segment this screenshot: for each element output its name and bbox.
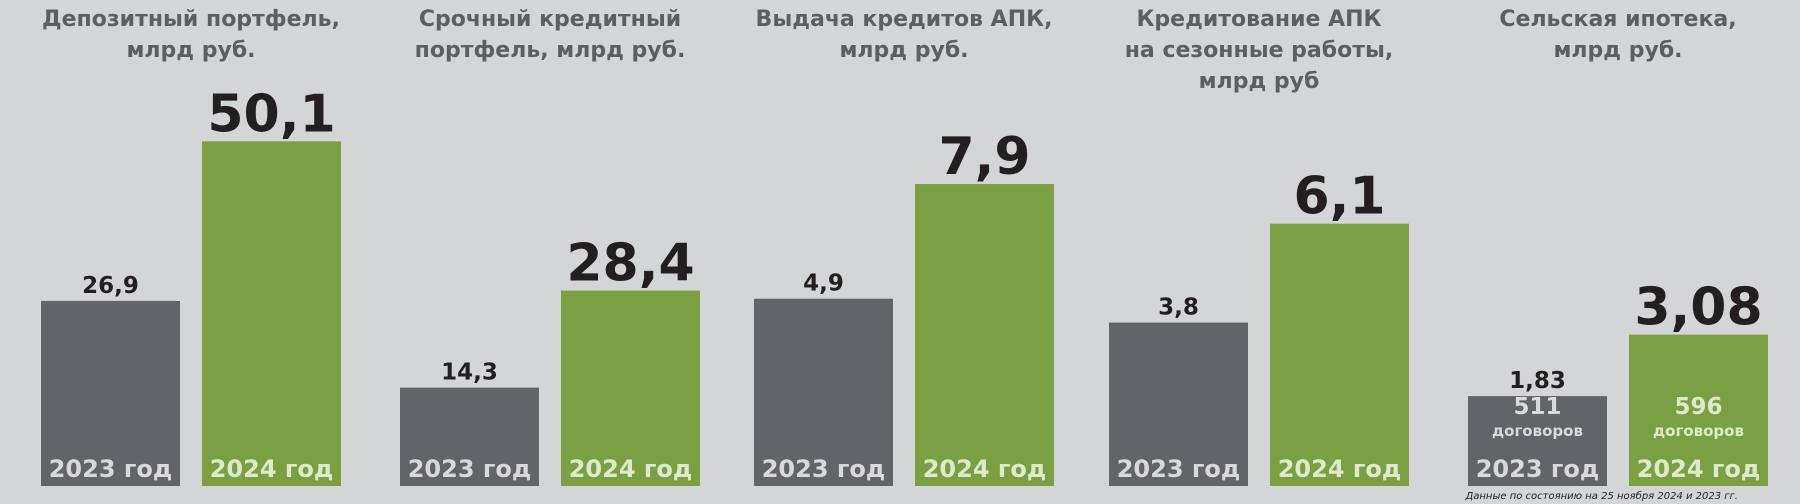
- value-label: 50,1: [207, 84, 335, 144]
- value-label: 3,8: [1158, 295, 1199, 321]
- bar: [202, 141, 341, 486]
- category-label: 2024 год: [923, 455, 1047, 483]
- chart-title: на сезонные работы,: [1125, 38, 1394, 63]
- value-label: 26,9: [82, 273, 139, 299]
- category-label: 2023 год: [408, 455, 532, 483]
- bar-note: договоров: [1653, 422, 1744, 440]
- bar: [1270, 223, 1409, 486]
- value-label: 1,83: [1509, 368, 1566, 394]
- value-label: 3,08: [1634, 278, 1762, 338]
- category-label: 2023 год: [762, 455, 886, 483]
- chart-title: млрд руб: [1199, 69, 1320, 94]
- bar-note: 511: [1513, 394, 1561, 420]
- category-label: 2023 год: [1476, 455, 1600, 483]
- chart-title: Сельская ипотека,: [1499, 7, 1736, 32]
- bar: [1629, 334, 1768, 486]
- bar: [400, 387, 539, 486]
- bar: [754, 298, 893, 486]
- value-label: 14,3: [441, 360, 498, 386]
- chart-title: Срочный кредитный: [419, 7, 681, 32]
- category-label: 2024 год: [569, 455, 693, 483]
- bar: [1109, 322, 1248, 486]
- bar-note: договоров: [1492, 422, 1583, 440]
- value-label: 6,1: [1293, 167, 1385, 227]
- category-label: 2024 год: [210, 455, 334, 483]
- category-label: 2024 год: [1637, 455, 1761, 483]
- chart-title: Депозитный портфель,: [42, 7, 340, 32]
- chart-title: млрд руб.: [839, 38, 968, 63]
- category-label: 2024 год: [1278, 455, 1402, 483]
- chart-title: Кредитование АПК: [1136, 7, 1381, 32]
- value-label: 7,9: [938, 127, 1030, 187]
- category-label: 2023 год: [49, 455, 173, 483]
- chart-title: млрд руб.: [126, 38, 255, 63]
- bar: [561, 290, 700, 486]
- footnote: Данные по состоянию на 25 ноября 2024 и …: [1464, 490, 1738, 502]
- chart-title: млрд руб.: [1553, 38, 1682, 63]
- bar: [915, 184, 1054, 487]
- value-label: 28,4: [566, 234, 694, 294]
- category-label: 2023 год: [1117, 455, 1241, 483]
- chart-title: портфель, млрд руб.: [415, 38, 686, 63]
- chart-title: Выдача кредитов АПК,: [756, 7, 1053, 32]
- bar: [41, 300, 180, 486]
- value-label: 4,9: [803, 271, 844, 297]
- bar-note: 596: [1674, 394, 1722, 420]
- bar: [1468, 396, 1607, 486]
